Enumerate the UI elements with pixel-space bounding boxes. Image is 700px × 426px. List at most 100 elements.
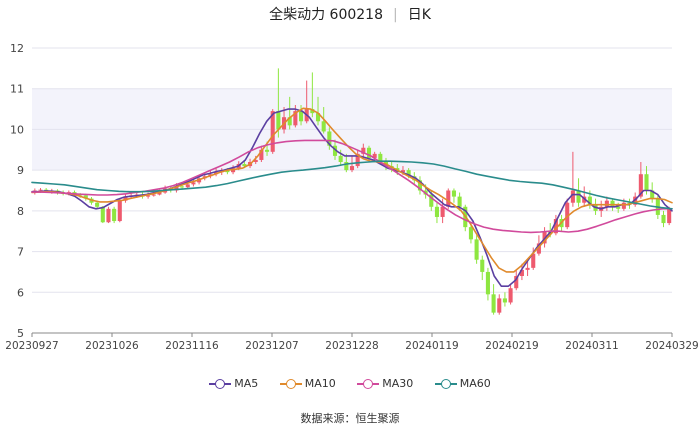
- candle-body: [650, 190, 655, 199]
- legend-ma60[interactable]: MA60: [434, 377, 491, 390]
- candle-body: [225, 170, 230, 173]
- candle-body: [451, 190, 456, 197]
- candle-body: [400, 170, 406, 173]
- candle-body: [112, 208, 117, 222]
- candle-body: [474, 239, 479, 260]
- x-tick-label: 20231207: [245, 340, 298, 352]
- candle-body: [338, 155, 343, 162]
- candle-body: [519, 269, 524, 276]
- candle-body: [565, 202, 570, 228]
- candle-body: [117, 200, 122, 222]
- candle-body: [582, 196, 587, 203]
- period-label: 日K: [407, 7, 431, 23]
- candle-body: [429, 194, 434, 207]
- candle-body: [146, 195, 151, 197]
- y-tick-label: 10: [10, 123, 24, 136]
- y-tick-label: 6: [17, 286, 24, 299]
- x-tick-label: 20240311: [565, 340, 618, 352]
- candle-body: [327, 131, 332, 146]
- candle-body: [536, 243, 541, 254]
- legend-ma5[interactable]: MA5: [209, 377, 258, 390]
- ma-line-ma60: [31, 160, 673, 210]
- x-tick-label: 20240219: [485, 340, 538, 352]
- candle-body: [100, 206, 105, 223]
- stock-name: 全柴动力 600218: [269, 7, 383, 23]
- candle-body: [355, 153, 360, 167]
- x-tick-label: 20231026: [85, 340, 139, 352]
- y-tick-label: 5: [17, 327, 24, 340]
- candle-body: [570, 190, 575, 203]
- y-tick-label: 12: [10, 42, 24, 55]
- candle-body: [123, 196, 128, 201]
- candle-body: [406, 170, 411, 177]
- legend-ma30[interactable]: MA30: [357, 377, 413, 390]
- candle-body: [531, 253, 536, 268]
- candle-body: [276, 111, 281, 130]
- candle-body: [298, 111, 304, 122]
- candle-body: [446, 190, 451, 207]
- candle-body: [434, 206, 439, 217]
- candle-body: [610, 200, 615, 207]
- candle-body: [514, 276, 519, 289]
- candle-body: [332, 145, 338, 156]
- legend-ma5-swatch: [209, 379, 232, 389]
- legend-ma10-label: MA10: [304, 377, 336, 390]
- candle-body: [491, 294, 496, 313]
- candle-body: [525, 267, 530, 270]
- legend-ma30-label: MA30: [382, 377, 414, 390]
- candle-body: [644, 174, 649, 191]
- candle-body: [661, 214, 666, 224]
- candle-body: [185, 184, 190, 188]
- legend-ma5-label: MA5: [234, 377, 259, 390]
- candle-body: [497, 298, 502, 313]
- source-label: 数据来源：: [300, 412, 356, 425]
- chart-legend: MA5 MA10 MA30 MA60: [0, 377, 700, 390]
- candle-body: [457, 196, 462, 207]
- candle-body: [310, 109, 315, 114]
- legend-ma60-swatch: [434, 379, 457, 389]
- candle-body: [174, 186, 179, 191]
- ma-line-ma5: [31, 108, 673, 288]
- candle-body: [604, 200, 609, 207]
- candle-body: [587, 196, 592, 205]
- y-tick-label: 8: [17, 205, 24, 218]
- candle-body: [151, 194, 156, 196]
- candle-body: [38, 189, 43, 191]
- y-tick-label: 7: [17, 246, 24, 259]
- candle-body: [191, 182, 196, 185]
- x-tick-label: 20240119: [405, 340, 458, 352]
- candle-body: [95, 202, 100, 207]
- candle-body: [83, 195, 88, 199]
- candle-body: [417, 180, 423, 191]
- candle-body: [265, 149, 270, 152]
- chart-title: 全柴动力 600218 | 日K: [0, 4, 700, 24]
- candle-body: [468, 227, 473, 240]
- candle-body: [287, 117, 292, 126]
- data-source: 数据来源：恒生聚源: [0, 410, 700, 426]
- title-separator: |: [393, 7, 398, 23]
- candle-body: [321, 121, 326, 132]
- candle-body: [508, 288, 513, 303]
- candle-body: [293, 111, 298, 126]
- y-tick-label: 11: [10, 83, 24, 96]
- candle-body: [157, 192, 162, 195]
- candle-body: [542, 231, 547, 244]
- candle-body: [180, 186, 185, 188]
- candle-body: [253, 159, 258, 162]
- candle-body: [502, 298, 507, 303]
- candle-body: [638, 174, 643, 197]
- y-tick-label: 9: [17, 164, 24, 177]
- candle-body: [553, 219, 558, 234]
- candle-body: [372, 153, 377, 158]
- candle-body: [667, 208, 672, 224]
- x-tick-label: 20231228: [325, 340, 378, 352]
- legend-ma30-swatch: [357, 379, 380, 389]
- source-name: 恒生聚源: [355, 412, 400, 425]
- candle-body: [344, 162, 349, 171]
- legend-ma10-swatch: [279, 379, 302, 389]
- candle-body: [349, 166, 355, 171]
- x-tick-label: 20240329: [645, 340, 698, 352]
- candle-body: [485, 271, 490, 295]
- legend-ma10[interactable]: MA10: [279, 377, 336, 390]
